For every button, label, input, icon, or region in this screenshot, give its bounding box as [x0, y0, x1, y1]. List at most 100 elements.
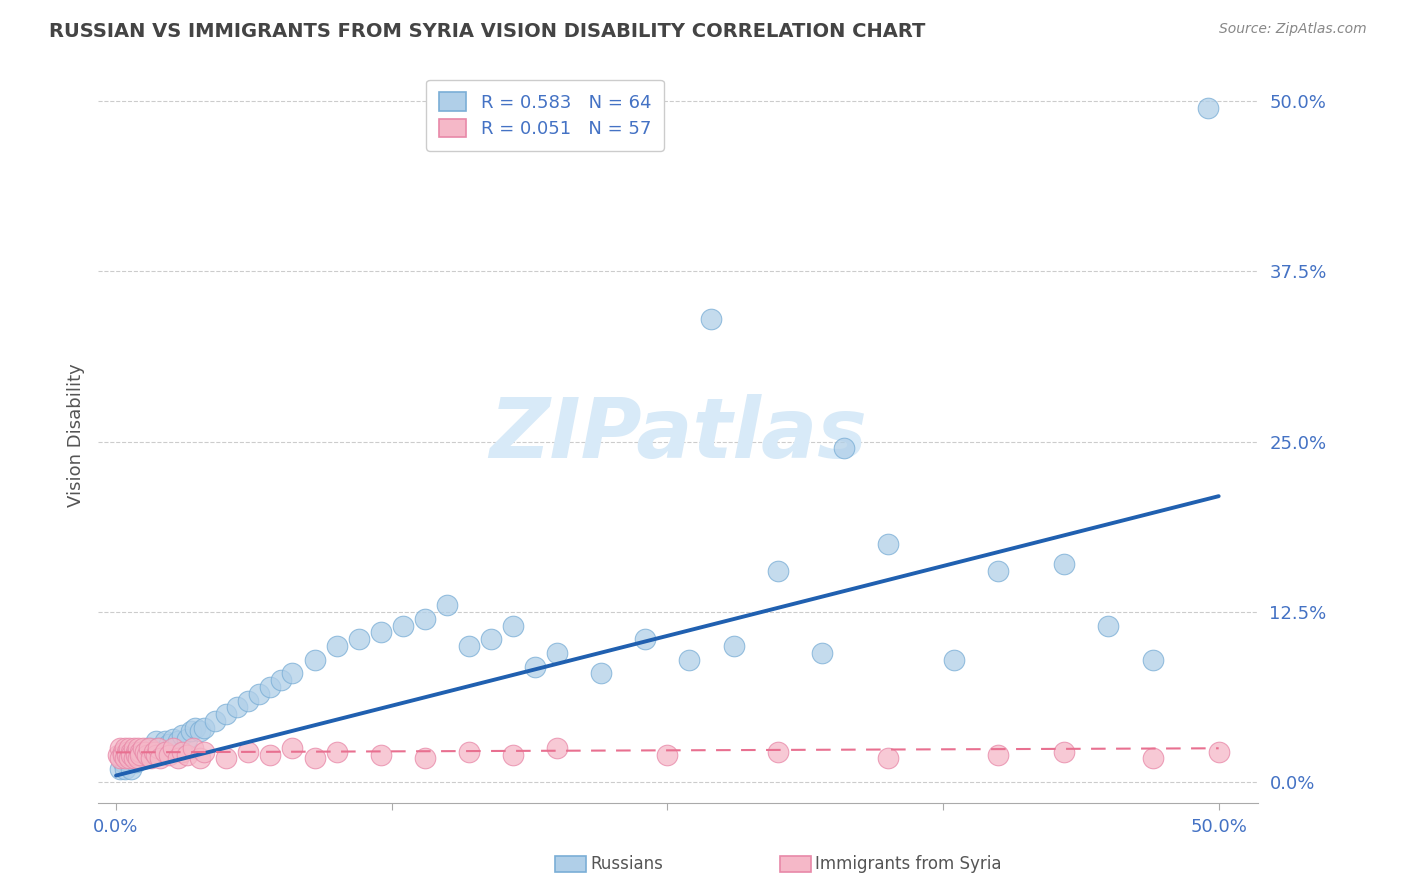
Point	[1142, 751, 1164, 765]
Point	[131, 745, 153, 759]
Point	[226, 700, 249, 714]
Point	[832, 442, 855, 456]
Point	[281, 741, 304, 756]
Point	[546, 741, 568, 756]
Point	[1197, 101, 1219, 115]
Point	[502, 748, 524, 763]
Point	[1053, 558, 1076, 572]
Point	[107, 748, 129, 763]
Point	[370, 748, 392, 763]
Point	[149, 751, 172, 765]
Point	[723, 639, 745, 653]
Point	[114, 762, 136, 776]
Point	[877, 751, 900, 765]
Point	[146, 741, 169, 756]
Point	[657, 748, 679, 763]
Point	[111, 748, 134, 763]
Point	[304, 653, 326, 667]
Point	[122, 751, 145, 765]
Point	[987, 748, 1010, 763]
Point	[180, 723, 202, 738]
Text: ZIPatlas: ZIPatlas	[489, 394, 868, 475]
Point	[188, 751, 211, 765]
Point	[281, 666, 304, 681]
Point	[247, 687, 270, 701]
Point	[413, 751, 436, 765]
Point	[166, 734, 188, 748]
Point	[678, 653, 700, 667]
Point	[122, 748, 145, 763]
Text: Source: ZipAtlas.com: Source: ZipAtlas.com	[1219, 22, 1367, 37]
Point	[121, 745, 143, 759]
Point	[238, 745, 260, 759]
Point	[204, 714, 226, 728]
Point	[479, 632, 502, 647]
Point	[125, 745, 148, 759]
Point	[110, 741, 132, 756]
Point	[121, 748, 143, 763]
Point	[115, 748, 138, 763]
Point	[136, 741, 159, 756]
Point	[129, 745, 152, 759]
Point	[877, 537, 900, 551]
Point	[134, 745, 156, 759]
Point	[114, 751, 136, 765]
Point	[325, 745, 347, 759]
Point	[145, 748, 167, 763]
Point	[546, 646, 568, 660]
Point	[162, 741, 184, 756]
Point	[259, 680, 281, 694]
Point	[193, 721, 215, 735]
Point	[184, 721, 207, 735]
Point	[1097, 618, 1119, 632]
Point	[141, 741, 163, 756]
Point	[142, 745, 165, 759]
Point	[118, 751, 141, 765]
Point	[215, 751, 238, 765]
Point	[114, 741, 136, 756]
Point	[259, 748, 281, 763]
Point	[1053, 745, 1076, 759]
Point	[127, 748, 149, 763]
Point	[1142, 653, 1164, 667]
Point	[166, 751, 188, 765]
Point	[142, 748, 165, 763]
Point	[125, 748, 148, 763]
Point	[304, 751, 326, 765]
Point	[118, 741, 141, 756]
Point	[127, 741, 149, 756]
Point	[145, 734, 167, 748]
Point	[134, 751, 156, 765]
Point	[121, 762, 143, 776]
Point	[136, 748, 159, 763]
Point	[436, 598, 458, 612]
Point	[110, 751, 132, 765]
Point	[110, 762, 132, 776]
Point	[157, 748, 180, 763]
Point	[176, 731, 198, 746]
Point	[125, 755, 148, 769]
Point	[129, 748, 152, 763]
Point	[502, 618, 524, 632]
Point	[149, 741, 172, 756]
Point	[115, 745, 138, 759]
Point	[347, 632, 370, 647]
Point	[141, 751, 163, 765]
Point	[634, 632, 657, 647]
Point	[157, 737, 180, 751]
Point	[115, 748, 138, 763]
Text: Russians: Russians	[591, 855, 664, 873]
Point	[238, 693, 260, 707]
Point	[370, 625, 392, 640]
Point	[391, 618, 413, 632]
Point	[172, 745, 194, 759]
Point	[153, 745, 176, 759]
Point	[122, 741, 145, 756]
Point	[987, 564, 1010, 578]
Point	[131, 741, 153, 756]
Point	[524, 659, 547, 673]
Point	[591, 666, 613, 681]
Point	[111, 755, 134, 769]
Point	[215, 707, 238, 722]
Point	[325, 639, 347, 653]
